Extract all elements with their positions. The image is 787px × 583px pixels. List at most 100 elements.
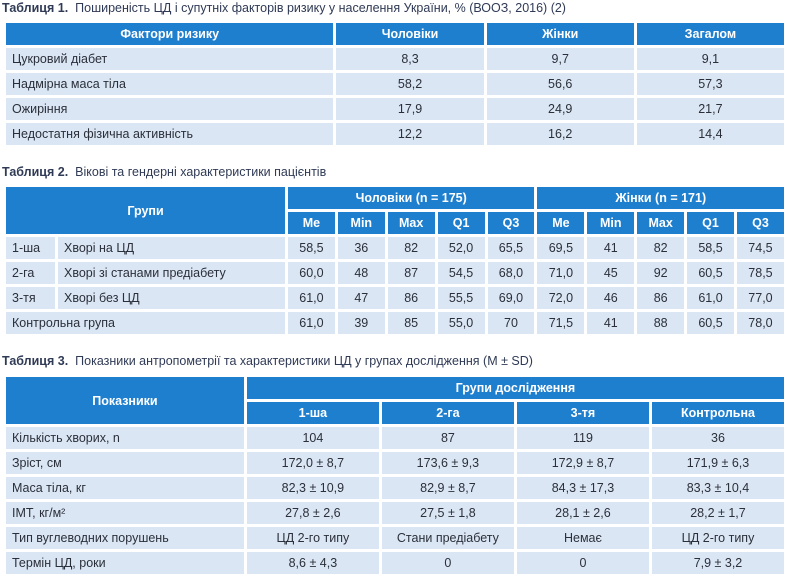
table-row: 1-ша Хворі на ЦД 58,5 36 82 52,0 65,5 69… — [6, 237, 784, 259]
table2-cell: 61,0 — [687, 287, 734, 309]
table2-cell: 52,0 — [437, 237, 485, 259]
table2-cell: 41 — [587, 237, 635, 259]
table2-group-name: Хворі зі станами предіабету — [58, 262, 285, 284]
table2-cell: 69,0 — [487, 287, 535, 309]
table2-cell: 88 — [637, 312, 685, 334]
table2-cell: 85 — [387, 312, 435, 334]
table2-cell: 71,5 — [537, 312, 585, 334]
table1-caption: Таблиця 1. Поширеність ЦД і супутніх фак… — [2, 1, 566, 15]
table1-caption-text: Поширеність ЦД і супутніх факторів ризик… — [75, 1, 566, 15]
table1-cell: 8,3 — [336, 48, 484, 70]
table-row: ІМТ, кг/м² 27,8 ± 2,6 27,5 ± 1,8 28,1 ± … — [6, 502, 784, 524]
table2-cell: 54,5 — [437, 262, 485, 284]
table-row: Маса тіла, кг 82,3 ± 10,9 82,9 ± 8,7 84,… — [6, 477, 784, 499]
table3-cell: 171,9 ± 6,3 — [651, 452, 784, 474]
table-row: Недостатня фізична активність 12,2 16,2 … — [6, 123, 784, 145]
table1-header-row: Фактори ризику Чоловіки Жінки Загалом — [6, 23, 784, 45]
table2-cell: 58,5 — [288, 237, 335, 259]
table2-cell: 86 — [637, 287, 685, 309]
table2-group-header: Групи — [6, 187, 285, 234]
table2-cell: 82 — [637, 237, 685, 259]
table2-group-name: Хворі на ЦД — [58, 237, 285, 259]
table-row: 3-тя Хворі без ЦД 61,0 47 86 55,5 69,0 7… — [6, 287, 784, 309]
table2: Групи Чоловіки (n = 175) Жінки (n = 171)… — [3, 184, 787, 337]
table3-cell: 172,0 ± 8,7 — [246, 452, 379, 474]
table2-cell: 87 — [387, 262, 435, 284]
table1-cell: 17,9 — [336, 98, 484, 120]
table2-subheader: Me — [288, 212, 335, 234]
table3-cell: Стани предіабету — [381, 527, 514, 549]
table2-cell: 70 — [487, 312, 535, 334]
table-row: Цукровий діабет 8,3 9,7 9,1 — [6, 48, 784, 70]
table2-subheader: Min — [337, 212, 385, 234]
table-row: Контрольна група 61,0 39 85 55,0 70 71,5… — [6, 312, 784, 334]
table1-cell: 57,3 — [636, 73, 784, 95]
table1-header: Жінки — [486, 23, 634, 45]
table1-cell: 9,7 — [486, 48, 634, 70]
table3-cell: 84,3 ± 17,3 — [516, 477, 649, 499]
table2-cell: 36 — [337, 237, 385, 259]
table2-cell: 72,0 — [537, 287, 585, 309]
table3-cell: 87 — [381, 427, 514, 449]
table2-group-num: 1-ша — [6, 237, 56, 259]
table-row: Зріст, см 172,0 ± 8,7 173,6 ± 9,3 172,9 … — [6, 452, 784, 474]
table2-cell: 41 — [587, 312, 635, 334]
table1-cell: 58,2 — [336, 73, 484, 95]
table2-subheader: Q1 — [437, 212, 485, 234]
table2-men-header: Чоловіки (n = 175) — [288, 187, 535, 209]
table2-women-header: Жінки (n = 171) — [537, 187, 784, 209]
table1-cell: Надмірна маса тіла — [6, 73, 334, 95]
table2-cell: 78,0 — [736, 312, 784, 334]
table3-cell: 173,6 ± 9,3 — [381, 452, 514, 474]
table3-cell: Маса тіла, кг — [6, 477, 244, 499]
table2-cell: 55,5 — [437, 287, 485, 309]
table3-cell: 104 — [246, 427, 379, 449]
table2-cell: 39 — [337, 312, 385, 334]
table3-cell: 27,5 ± 1,8 — [381, 502, 514, 524]
table2-subheader-row: Me Min Max Q1 Q3 Me Min Max Q1 Q3 — [6, 212, 784, 234]
table2-group-num: 2-га — [6, 262, 56, 284]
table3-subheader: 2-га — [381, 402, 514, 424]
table2-cell: 60,5 — [687, 312, 734, 334]
table-row: Термін ЦД, роки 8,6 ± 4,3 0 0 7,9 ± 3,2 — [6, 552, 784, 574]
table1-caption-prefix: Таблиця 1. — [2, 1, 69, 15]
table1-cell: 16,2 — [486, 123, 634, 145]
table1-cell: 56,6 — [486, 73, 634, 95]
table2-header-row: Групи Чоловіки (n = 175) Жінки (n = 171) — [6, 187, 784, 234]
table2-cell: 77,0 — [736, 287, 784, 309]
table3-cell: 36 — [651, 427, 784, 449]
table3-row-header: Показники — [6, 377, 244, 424]
table2-cell: 55,0 — [437, 312, 485, 334]
table1-cell: 9,1 — [636, 48, 784, 70]
table-row: Надмірна маса тіла 58,2 56,6 57,3 — [6, 73, 784, 95]
table-row: Ожиріння 17,9 24,9 21,7 — [6, 98, 784, 120]
table1: Фактори ризику Чоловіки Жінки Загалом Цу… — [3, 20, 787, 148]
table2-subheader: Max — [387, 212, 435, 234]
table1-cell: Недостатня фізична активність — [6, 123, 334, 145]
table3-cell: 28,1 ± 2,6 — [516, 502, 649, 524]
table2-subheader: Q1 — [687, 212, 734, 234]
table3-cell: ІМТ, кг/м² — [6, 502, 244, 524]
table3-header-row: Показники Групи дослідження — [6, 377, 784, 424]
table2-cell: 74,5 — [736, 237, 784, 259]
table3-cell: 0 — [381, 552, 514, 574]
table1-header: Чоловіки — [336, 23, 484, 45]
table2-caption-prefix: Таблиця 2. — [2, 165, 69, 179]
table3-cell: Кількість хворих, n — [6, 427, 244, 449]
table3-cell: 82,9 ± 8,7 — [381, 477, 514, 499]
table2-cell: 45 — [587, 262, 635, 284]
table-row: Кількість хворих, n 104 87 119 36 — [6, 427, 784, 449]
table2-cell: 48 — [337, 262, 385, 284]
table3: Показники Групи дослідження 1-ша 2-га 3-… — [3, 374, 787, 577]
table3-cell: 8,6 ± 4,3 — [246, 552, 379, 574]
table3-caption: Таблиця 3. Показники антропометрії та ха… — [2, 354, 533, 368]
table3-cell: ЦД 2-го типу — [651, 527, 784, 549]
table3-cell: Зріст, см — [6, 452, 244, 474]
table2-cell: 58,5 — [687, 237, 734, 259]
table1-header: Загалом — [636, 23, 784, 45]
table2-group-num: 3-тя — [6, 287, 56, 309]
table2-cell: 92 — [637, 262, 685, 284]
table2-cell: 61,0 — [288, 312, 335, 334]
table3-cell: 0 — [516, 552, 649, 574]
table2-cell: 60,5 — [687, 262, 734, 284]
